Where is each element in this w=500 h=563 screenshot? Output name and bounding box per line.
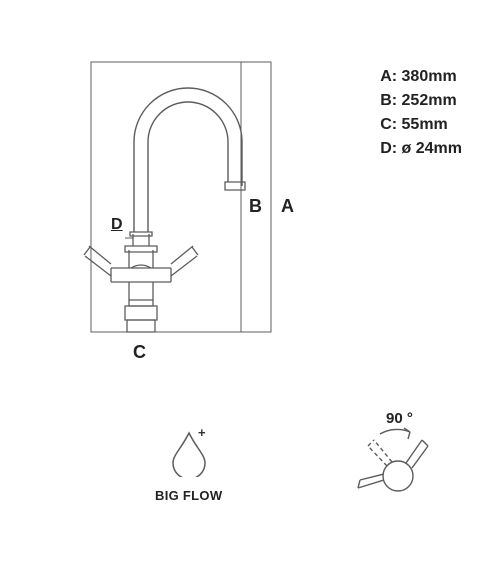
label-C: C (133, 342, 146, 363)
rotation-icon: 90 ° (340, 418, 440, 509)
label-A: A (281, 196, 294, 217)
legend-D: D: ø 24mm (380, 137, 462, 161)
label-B: B (249, 196, 262, 217)
bigflow-icon: + BIG FLOW (155, 427, 222, 503)
legend-A: A: 380mm (380, 65, 462, 89)
droplet-icon: + (161, 427, 217, 477)
faucet-svg (25, 42, 325, 362)
rotation-angle: 90 ° (386, 410, 413, 427)
plus-icon: + (198, 427, 206, 440)
legend-C: C: 55mm (380, 113, 462, 137)
legend-B: B: 252mm (380, 89, 462, 113)
label-D: D (111, 216, 123, 234)
bigflow-caption: BIG FLOW (155, 488, 222, 503)
faucet-diagram: A B C D (25, 42, 325, 362)
dimensions-legend: A: 380mm B: 252mm C: 55mm D: ø 24mm (380, 65, 462, 161)
